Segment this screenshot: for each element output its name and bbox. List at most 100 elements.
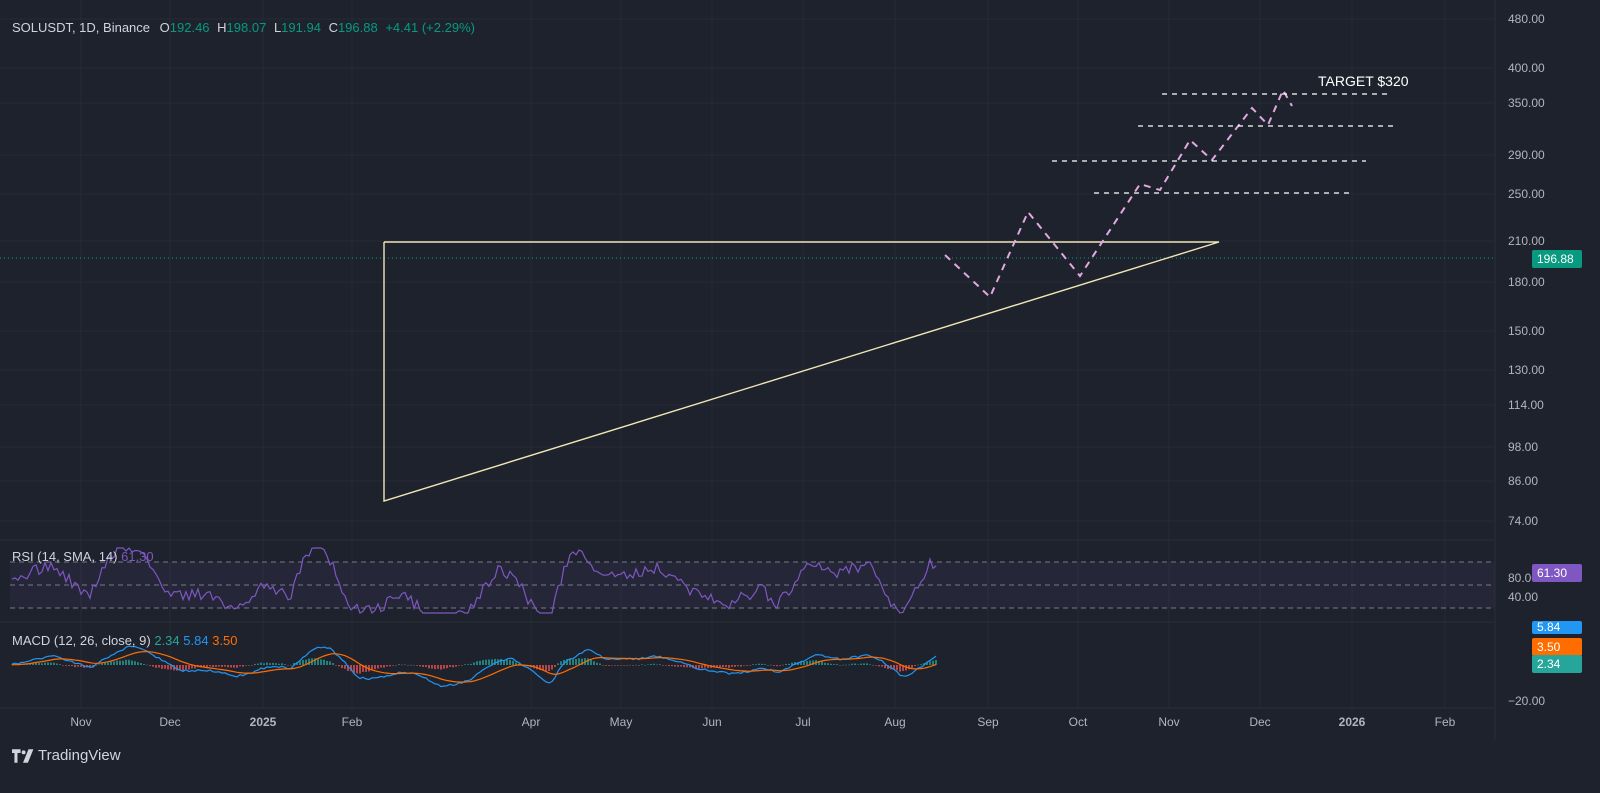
macd-histogram-bar xyxy=(920,664,922,665)
macd-histogram-bar xyxy=(575,658,577,665)
macd-histogram-bar xyxy=(470,663,472,665)
macd-histogram-bar xyxy=(686,665,688,668)
macd-histogram-bar xyxy=(623,665,625,666)
macd-histogram-bar xyxy=(308,658,310,665)
macd-histogram-bar xyxy=(149,665,151,666)
macd-histogram-bar xyxy=(182,665,184,671)
macd-histogram-bar xyxy=(323,659,325,665)
macd-histogram-bar xyxy=(671,665,673,667)
rsi-legend[interactable]: RSI (14, SMA, 14) 61.30 xyxy=(12,549,154,564)
macd-histogram-bar xyxy=(782,664,784,666)
macd-histogram-bar xyxy=(746,665,748,666)
macd-histogram-bar xyxy=(335,665,337,666)
macd-histogram-bar xyxy=(248,664,250,666)
projection-path: TARGET $320 xyxy=(944,73,1409,299)
macd-histogram-bar xyxy=(158,665,160,668)
time-tick-label: Nov xyxy=(1158,715,1179,729)
macd-histogram-bar xyxy=(749,665,751,666)
macd-histogram-bar xyxy=(785,663,787,665)
macd-histogram-bar xyxy=(62,665,64,666)
macd-histogram-bar xyxy=(647,664,649,666)
macd-histogram-bar xyxy=(443,665,445,669)
macd-histogram-bar xyxy=(269,663,271,665)
macd-histogram-bar xyxy=(545,665,547,672)
macd-histogram-bar xyxy=(632,665,634,666)
macd-histogram-bar xyxy=(290,664,292,666)
axes: 480.00 400.00 350.00 290.00 250.00 210.00 180.… xyxy=(70,12,1545,729)
macd-histogram-bar xyxy=(188,665,190,670)
macd-histogram-bar xyxy=(683,665,685,668)
macd-histogram-bar xyxy=(266,662,268,665)
macd-histogram-bar xyxy=(917,664,919,666)
macd-histogram-bar xyxy=(371,665,373,670)
macd-histogram-bar xyxy=(557,663,559,665)
macd-histogram-bar xyxy=(638,665,640,666)
macd-histogram-bar xyxy=(629,664,631,666)
macd-histogram-bar xyxy=(374,665,376,670)
macd-histogram-bar xyxy=(353,665,355,674)
macd-histogram-bar xyxy=(164,665,166,669)
price-tick-label: 114.00 xyxy=(1508,398,1544,412)
macd-histogram-bar xyxy=(215,665,217,667)
macd-histogram-bar xyxy=(230,665,232,668)
macd-histogram-bar xyxy=(899,665,901,672)
macd-histogram-bar xyxy=(500,658,502,665)
macd-histogram-bar xyxy=(935,659,937,665)
macd-histogram-bar xyxy=(332,663,334,665)
macd-histogram-bar xyxy=(722,665,724,668)
macd-histogram-bar xyxy=(53,662,55,665)
triangle-lines xyxy=(383,241,1220,502)
macd-histogram-bar xyxy=(617,665,619,666)
macd-histogram-bar xyxy=(305,659,307,665)
macd-histogram-bar xyxy=(152,665,154,667)
macd-histogram-bar xyxy=(701,665,703,669)
macd-histogram-bar xyxy=(509,659,511,665)
rsi-line xyxy=(11,547,937,615)
macd-histogram-bar xyxy=(812,660,814,665)
macd-histogram-bar xyxy=(542,665,544,671)
macd-histogram-bar xyxy=(65,665,67,666)
macd-histogram-bar xyxy=(581,658,583,665)
macd-histogram-bar xyxy=(194,665,196,669)
macd-histogram-bar xyxy=(50,662,52,665)
macd-histogram-bar xyxy=(689,665,691,668)
time-tick-label: 2026 xyxy=(1339,715,1366,729)
macd-histogram-bar xyxy=(839,665,841,666)
macd-histogram-bar xyxy=(236,665,238,668)
macd-histogram-bar xyxy=(908,665,910,670)
macd-histogram-bar xyxy=(650,663,652,665)
macd-histogram-bar xyxy=(608,665,610,666)
close-value: 196.88 xyxy=(337,20,378,35)
macd-histogram-bar xyxy=(830,663,832,665)
macd-histogram-bar xyxy=(110,661,112,665)
macd-histogram-bar xyxy=(134,661,136,665)
ohlc-legend: SOLUSDT, 1D, Binance O192.46 H198.07 L19… xyxy=(12,20,475,35)
macd-histogram-bar xyxy=(905,665,907,671)
macd-histogram-bar xyxy=(116,660,118,665)
rsi-pane: 80.00 40.00 xyxy=(10,547,1538,615)
macd-histogram-bar xyxy=(695,665,697,669)
brand[interactable]: TradingView xyxy=(12,747,121,764)
macd-histogram-bar xyxy=(515,662,517,665)
macd-histogram-bar xyxy=(287,665,289,666)
macd-histogram-bar xyxy=(887,665,889,670)
macd-histogram-bar xyxy=(851,663,853,665)
macd-histogram-bar xyxy=(77,665,79,667)
macd-histogram-bar xyxy=(356,665,358,674)
time-tick-label: Oct xyxy=(1069,715,1088,729)
macd-histogram-bar xyxy=(98,664,100,666)
macd-histogram-bar xyxy=(791,662,793,665)
macd-histogram-bar xyxy=(224,665,226,667)
histogram-value-badge: 2.34 xyxy=(1532,655,1582,673)
macd-legend[interactable]: MACD (12, 26, close, 9) 2.34 5.84 3.50 xyxy=(12,633,238,648)
macd-histogram-bar xyxy=(176,665,178,671)
macd-histogram-bar xyxy=(704,665,706,668)
symbol-label[interactable]: SOLUSDT, 1D, Binance xyxy=(12,20,151,35)
time-tick-label: May xyxy=(610,715,633,729)
macd-histogram-bar xyxy=(779,665,781,666)
macd-histogram-bar xyxy=(74,665,76,668)
macd-histogram-bar xyxy=(896,665,898,671)
macd-histogram-bar xyxy=(635,664,637,666)
macd-histogram-bar xyxy=(113,661,115,665)
